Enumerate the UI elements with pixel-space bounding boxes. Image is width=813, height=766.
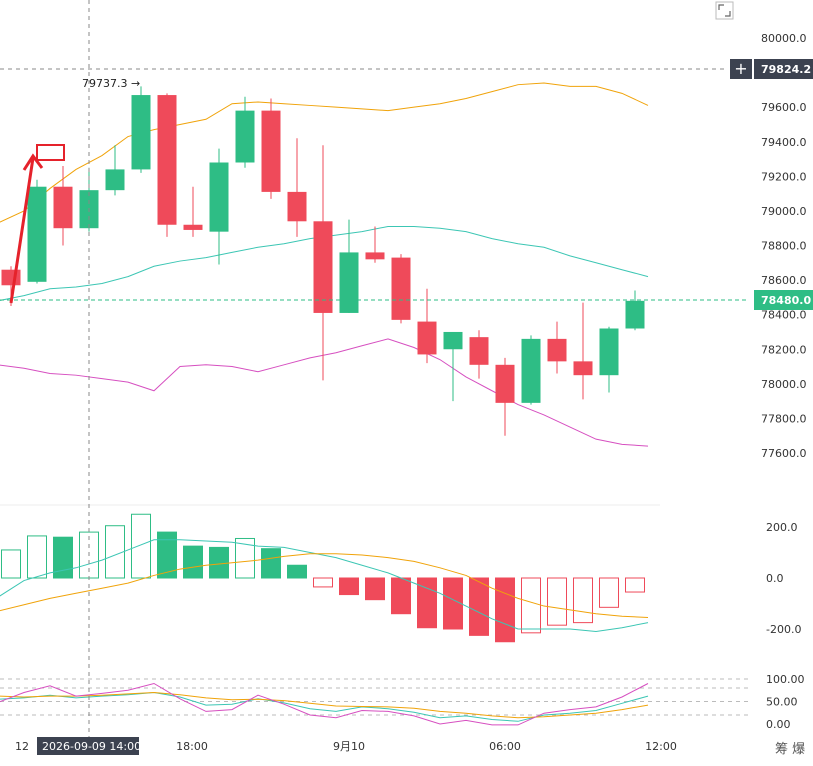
crosshair-time: 2026-09-09 14:00	[42, 740, 141, 753]
macd-histogram-bar	[365, 577, 385, 601]
macd-tick-label: 200.0	[766, 521, 798, 534]
macd-histogram-bar	[573, 577, 593, 624]
kdj-k-line	[0, 691, 649, 722]
macd-histogram-bar	[391, 577, 411, 615]
macd-histogram-bar	[495, 577, 515, 643]
macd-histogram-bar	[131, 513, 151, 579]
candle-body	[625, 300, 645, 329]
macd-histogram-bar	[469, 577, 489, 636]
candle-body	[105, 169, 125, 191]
plus-icon[interactable]: +	[734, 59, 747, 78]
price-tick-label: 80000.0	[761, 32, 807, 45]
macd-histogram-bar	[209, 546, 229, 579]
candle-body	[131, 95, 151, 170]
candle-body	[417, 321, 437, 355]
candle-body	[599, 328, 619, 376]
macd-histogram-bar	[157, 531, 177, 579]
current-price-badge: 78480.0	[754, 290, 813, 310]
candle-body	[287, 191, 307, 222]
price-tick-label: 78600.0	[761, 274, 807, 287]
price-tick-label: 79000.0	[761, 205, 807, 218]
kdj-d-line	[0, 691, 649, 719]
price-tick-label: 78800.0	[761, 240, 807, 253]
macd-tick-label: -200.0	[766, 623, 801, 636]
candle-body	[495, 364, 515, 403]
price-tick-label: 79600.0	[761, 101, 807, 114]
price-tick-label: 77600.0	[761, 447, 807, 460]
macd-histogram-bar	[183, 545, 203, 579]
macd-histogram-bar	[521, 577, 541, 634]
crosshair-time-badge: 2026-09-09 14:00	[37, 737, 141, 755]
macd-histogram-bar	[339, 577, 359, 596]
price-axis: 80000.079800.079600.079400.079200.079000…	[761, 32, 807, 460]
candle-body	[391, 257, 411, 320]
candle-body	[157, 95, 177, 225]
macd-dea-line	[0, 553, 649, 619]
candle-body	[235, 110, 255, 163]
price-tick-label: 78400.0	[761, 309, 807, 322]
macd-tick-label: 0.0	[766, 572, 784, 585]
crosshair-price-badge: + 79824.2	[730, 59, 813, 79]
macd-histogram-bar	[27, 535, 47, 579]
candle-body	[339, 252, 359, 313]
time-tick-label: 18:00	[176, 740, 208, 753]
current-price: 78480.0	[761, 294, 811, 307]
candle-body	[27, 186, 47, 282]
macd-histogram-bar	[625, 577, 645, 593]
time-axis: 12 18:00 9月10 06:00 12:00	[15, 740, 677, 753]
macd-histogram-bar	[53, 536, 73, 579]
macd-histogram-bar	[261, 548, 281, 579]
candle-body	[261, 110, 281, 192]
candle-body	[573, 361, 593, 376]
macd-histogram-bar	[313, 577, 333, 588]
candle-body	[443, 331, 463, 350]
high-marker: 79737.3 →	[82, 77, 140, 90]
macd-histogram-bar	[547, 577, 567, 626]
price-tick-label: 79200.0	[761, 170, 807, 183]
kdj-tick-label: 0.00	[766, 718, 791, 731]
candlestick-series	[1, 86, 645, 436]
candle-body	[521, 338, 541, 403]
kdj-panel: 100.00 50.00 0.00	[0, 673, 805, 731]
price-tick-label: 79400.0	[761, 136, 807, 149]
macd-histogram-bar	[1, 549, 21, 579]
time-tick-label: 9月10	[333, 740, 365, 753]
price-tick-label: 77800.0	[761, 412, 807, 425]
price-tick-label: 78000.0	[761, 378, 807, 391]
macd-histogram-bar	[235, 537, 255, 579]
annotation-arrow	[9, 144, 65, 304]
time-tick-label: 12:00	[645, 740, 677, 753]
price-tick-label: 78200.0	[761, 343, 807, 356]
candle-body	[53, 186, 73, 229]
kdj-tick-label: 100.00	[766, 673, 805, 686]
footer-tool-icons[interactable]: 筹 爆	[775, 741, 805, 757]
candle-body	[1, 269, 21, 286]
macd-panel: 200.0 0.0 -200.0	[0, 504, 801, 643]
macd-dif-line	[0, 539, 649, 633]
macd-histogram-bar	[105, 525, 125, 579]
candle-body	[209, 162, 229, 232]
candle-body	[365, 252, 385, 260]
time-tick-label: 12	[15, 740, 29, 753]
kdj-tick-label: 50.00	[766, 696, 798, 709]
expand-icon[interactable]	[715, 1, 734, 20]
candle-body	[547, 338, 567, 362]
candle-body	[469, 337, 489, 365]
time-tick-label: 06:00	[489, 740, 521, 753]
macd-histogram-bar	[443, 577, 463, 630]
macd-histogram-bar	[599, 577, 619, 608]
candle-body	[313, 221, 333, 313]
kdj-j-line	[0, 682, 649, 726]
boll-upper-line	[0, 82, 649, 223]
crosshair-price: 79824.2	[761, 63, 811, 76]
candle-body	[183, 224, 203, 230]
macd-histogram-bar	[287, 564, 307, 579]
